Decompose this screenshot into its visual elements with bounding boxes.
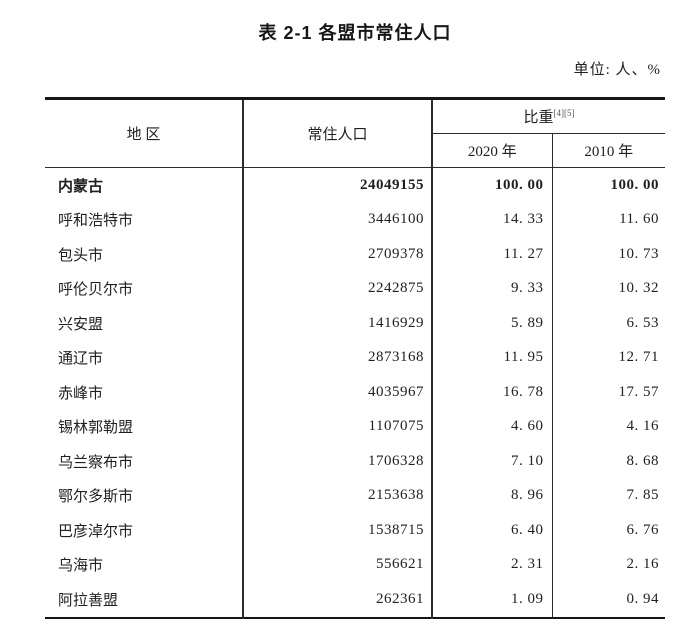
population-cell: 24049155 [243, 167, 433, 203]
region-cell: 赤峰市 [45, 375, 244, 410]
region-cell: 包头市 [45, 237, 244, 272]
share-2020-cell: 4. 60 [432, 409, 553, 444]
share-2020-cell: 11. 95 [432, 340, 553, 375]
population-cell: 3446100 [243, 202, 433, 237]
share-2020-cell: 2. 31 [432, 547, 553, 582]
table-row: 鄂尔多斯市 2153638 8. 96 7. 85 [45, 478, 665, 513]
share-2010-cell: 10. 73 [618, 245, 660, 262]
population-cell: 1416929 [243, 306, 433, 341]
region-cell: 鄂尔多斯市 [45, 478, 244, 513]
table-row: 通辽市 2873168 11. 95 12. 71 [45, 340, 665, 375]
share-2020-cell: 9. 33 [432, 271, 553, 306]
table-row: 乌海市 556621 2. 31 2. 16 [45, 547, 665, 582]
col-header-share: 比重[4][5] [432, 98, 666, 134]
population-cell: 4035967 [243, 375, 433, 410]
share-2010-cell: 10. 32 [618, 280, 660, 297]
table-title: 表 2-1 各盟市常住人口 [258, 23, 452, 43]
share-footnote-ref: [4][5] [553, 108, 575, 118]
share-2020-cell: 14. 33 [432, 202, 553, 237]
col-header-2020: 2020 年 [432, 133, 553, 168]
col-header-2010: 2010 年 [552, 133, 666, 168]
share-2010-cell: 11. 60 [619, 211, 660, 228]
share-label: 比重 [523, 110, 554, 126]
table-row: 呼伦贝尔市 2242875 9. 33 10. 32 [45, 271, 665, 306]
share-2020-cell: 100. 00 [432, 167, 553, 203]
table-row: 锡林郭勒盟 1107075 4. 60 4. 16 [45, 409, 665, 444]
share-2010-cell: 2. 16 [626, 556, 660, 573]
region-cell: 呼和浩特市 [45, 202, 244, 237]
table-row-total: 内蒙古 24049155 100. 00 100. 00 [45, 167, 665, 203]
table-row: 呼和浩特市 3446100 14. 33 11. 60 [45, 202, 665, 237]
unit-label: 单位: 人、% [573, 62, 661, 78]
region-cell: 通辽市 [45, 340, 244, 375]
region-cell: 巴彦淖尔市 [45, 513, 244, 548]
col-header-region: 地 区 [45, 98, 244, 168]
share-2010-cell: 100. 00 [610, 176, 660, 193]
header-row-1: 地 区 常住人口 比重[4][5] [45, 98, 666, 168]
share-2010-cell: 8. 68 [626, 452, 660, 469]
population-cell: 262361 [243, 582, 433, 618]
share-2010-cell: 6. 76 [626, 521, 660, 538]
region-cell: 乌兰察布市 [45, 444, 244, 479]
population-cell: 1706328 [243, 444, 433, 479]
share-2010-cell: 4. 16 [626, 418, 660, 435]
region-cell: 内蒙古 [45, 167, 244, 203]
region-cell: 呼伦贝尔市 [45, 271, 244, 306]
region-cell: 锡林郭勒盟 [45, 409, 244, 444]
share-2020-cell: 1. 09 [432, 582, 553, 618]
table-row: 巴彦淖尔市 1538715 6. 40 6. 76 [45, 513, 665, 548]
population-cell: 2242875 [243, 271, 433, 306]
region-cell: 兴安盟 [45, 306, 244, 341]
share-2010-cell: 6. 53 [626, 314, 660, 331]
header-row-2: 2020 年 2010 年 [45, 133, 666, 168]
population-cell: 1538715 [243, 513, 433, 548]
table-row: 阿拉善盟 262361 1. 09 0. 94 [45, 582, 665, 618]
table-row: 赤峰市 4035967 16. 78 17. 57 [45, 375, 665, 410]
population-cell: 556621 [243, 547, 433, 582]
share-2010-cell: 17. 57 [618, 383, 660, 400]
share-2020-cell: 7. 10 [432, 444, 553, 479]
share-2020-cell: 11. 27 [432, 237, 553, 272]
share-2010-cell: 7. 85 [626, 487, 660, 504]
share-2010-cell: 0. 94 [626, 590, 660, 607]
population-cell: 1107075 [243, 409, 433, 444]
region-cell: 阿拉善盟 [45, 582, 244, 618]
population-table: 地 区 常住人口 比重[4][5] 2020 年 2010 年 内蒙古 2404… [45, 97, 666, 619]
population-cell: 2709378 [243, 237, 433, 272]
population-cell: 2153638 [243, 478, 433, 513]
table-row: 乌兰察布市 1706328 7. 10 8. 68 [45, 444, 665, 479]
table-row: 包头市 2709378 11. 27 10. 73 [45, 237, 665, 272]
share-2020-cell: 8. 96 [432, 478, 553, 513]
share-2020-cell: 16. 78 [432, 375, 553, 410]
share-2010-cell: 12. 71 [618, 349, 660, 366]
share-2020-cell: 5. 89 [432, 306, 553, 341]
table-header: 地 区 常住人口 比重[4][5] 2020 年 2010 年 [45, 98, 666, 168]
table-row: 兴安盟 1416929 5. 89 6. 53 [45, 306, 665, 341]
population-cell: 2873168 [243, 340, 433, 375]
table-body: 内蒙古 24049155 100. 00 100. 00 呼和浩特市 34461… [45, 167, 665, 618]
col-header-population: 常住人口 [243, 98, 433, 168]
share-2020-cell: 6. 40 [432, 513, 553, 548]
region-cell: 乌海市 [45, 547, 244, 582]
